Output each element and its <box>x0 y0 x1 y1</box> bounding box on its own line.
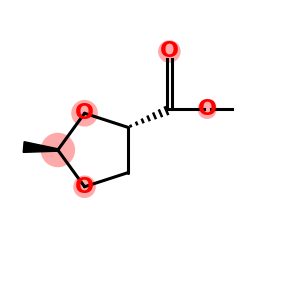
Text: O: O <box>198 100 217 119</box>
Circle shape <box>73 176 96 198</box>
Circle shape <box>40 133 75 167</box>
Circle shape <box>71 100 98 127</box>
Polygon shape <box>23 142 58 152</box>
Circle shape <box>158 40 181 63</box>
Text: O: O <box>75 103 94 123</box>
Text: O: O <box>160 41 179 62</box>
Circle shape <box>198 100 217 119</box>
Text: O: O <box>75 177 94 197</box>
